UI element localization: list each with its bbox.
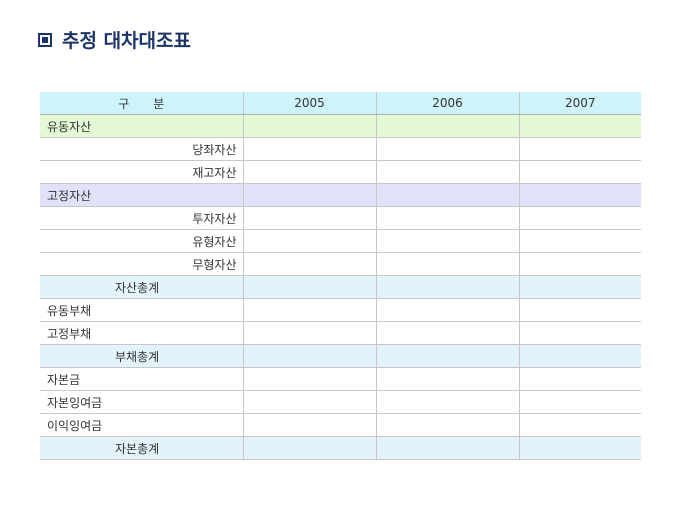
value-cell[interactable]: [375, 298, 519, 322]
value-cell[interactable]: [242, 114, 376, 138]
table-row: 유동자산: [40, 114, 641, 138]
row-label: 재고자산: [40, 160, 243, 184]
row-label: 유동부채: [40, 298, 243, 322]
table-row: 자본잉여금: [40, 390, 641, 414]
value-cell[interactable]: [518, 436, 641, 460]
table-row: 투자자산: [40, 206, 641, 230]
value-cell[interactable]: [375, 114, 519, 138]
value-cell[interactable]: [242, 367, 376, 391]
value-cell[interactable]: [242, 436, 376, 460]
value-cell[interactable]: [518, 229, 641, 253]
row-label: 고정자산: [40, 183, 243, 207]
value-cell[interactable]: [375, 436, 519, 460]
value-cell[interactable]: [375, 160, 519, 184]
row-label: 유동자산: [40, 114, 243, 138]
value-cell[interactable]: [242, 206, 376, 230]
value-cell[interactable]: [375, 344, 519, 368]
row-label: 자본총계: [40, 436, 243, 460]
value-cell[interactable]: [375, 367, 519, 391]
value-cell[interactable]: [242, 275, 376, 299]
value-cell[interactable]: [242, 298, 376, 322]
value-cell[interactable]: [375, 252, 519, 276]
row-label: 당좌자산: [40, 137, 243, 161]
table-row: 자본금: [40, 367, 641, 391]
table-row: 부채총계: [40, 344, 641, 368]
value-cell[interactable]: [518, 252, 641, 276]
balance-sheet-table: 구 분 2005 2006 2007 유동자산 당좌자산 재고자산 고정자산 투자자산 유…: [40, 92, 641, 460]
value-cell[interactable]: [375, 275, 519, 299]
value-cell[interactable]: [375, 321, 519, 345]
value-cell[interactable]: [375, 206, 519, 230]
row-label: 부채총계: [40, 344, 243, 368]
header-2007: 2007: [518, 92, 641, 115]
row-label: 자산총계: [40, 275, 243, 299]
value-cell[interactable]: [518, 160, 641, 184]
row-label: 이익잉여금: [40, 413, 243, 437]
value-cell[interactable]: [242, 160, 376, 184]
value-cell[interactable]: [518, 183, 641, 207]
row-label: 자본잉여금: [40, 390, 243, 414]
value-cell[interactable]: [518, 321, 641, 345]
square-bullet-icon: [38, 32, 52, 47]
table-row: 당좌자산: [40, 137, 641, 161]
value-cell[interactable]: [242, 321, 376, 345]
value-cell[interactable]: [375, 137, 519, 161]
value-cell[interactable]: [518, 114, 641, 138]
table-row: 이익잉여금: [40, 413, 641, 437]
table-row: 고정자산: [40, 183, 641, 207]
header-2005: 2005: [242, 92, 376, 115]
value-cell[interactable]: [242, 137, 376, 161]
table-header-row: 구 분 2005 2006 2007: [40, 92, 641, 115]
value-cell[interactable]: [242, 413, 376, 437]
value-cell[interactable]: [242, 390, 376, 414]
header-2006: 2006: [375, 92, 519, 115]
value-cell[interactable]: [242, 183, 376, 207]
value-cell[interactable]: [518, 413, 641, 437]
table-row: 고정부채: [40, 321, 641, 345]
page-title: 추정 대차대조표: [62, 30, 191, 52]
row-label: 투자자산: [40, 206, 243, 230]
table-row: 자산총계: [40, 275, 641, 299]
table-row: 재고자산: [40, 160, 641, 184]
value-cell[interactable]: [518, 137, 641, 161]
table-row: 유형자산: [40, 229, 641, 253]
header-category: 구 분: [40, 92, 243, 115]
table-row: 무형자산: [40, 252, 641, 276]
row-label: 자본금: [40, 367, 243, 391]
value-cell[interactable]: [518, 367, 641, 391]
value-cell[interactable]: [375, 390, 519, 414]
row-label: 고정부채: [40, 321, 243, 345]
value-cell[interactable]: [242, 252, 376, 276]
value-cell[interactable]: [518, 206, 641, 230]
value-cell[interactable]: [242, 344, 376, 368]
value-cell[interactable]: [518, 390, 641, 414]
value-cell[interactable]: [375, 183, 519, 207]
value-cell[interactable]: [518, 344, 641, 368]
value-cell[interactable]: [242, 229, 376, 253]
value-cell[interactable]: [375, 413, 519, 437]
table-row: 자본총계: [40, 436, 641, 460]
page-title-block: 추정 대차대조표: [38, 26, 191, 53]
value-cell[interactable]: [518, 275, 641, 299]
value-cell[interactable]: [518, 298, 641, 322]
table-row: 유동부채: [40, 298, 641, 322]
value-cell[interactable]: [375, 229, 519, 253]
row-label: 무형자산: [40, 252, 243, 276]
row-label: 유형자산: [40, 229, 243, 253]
